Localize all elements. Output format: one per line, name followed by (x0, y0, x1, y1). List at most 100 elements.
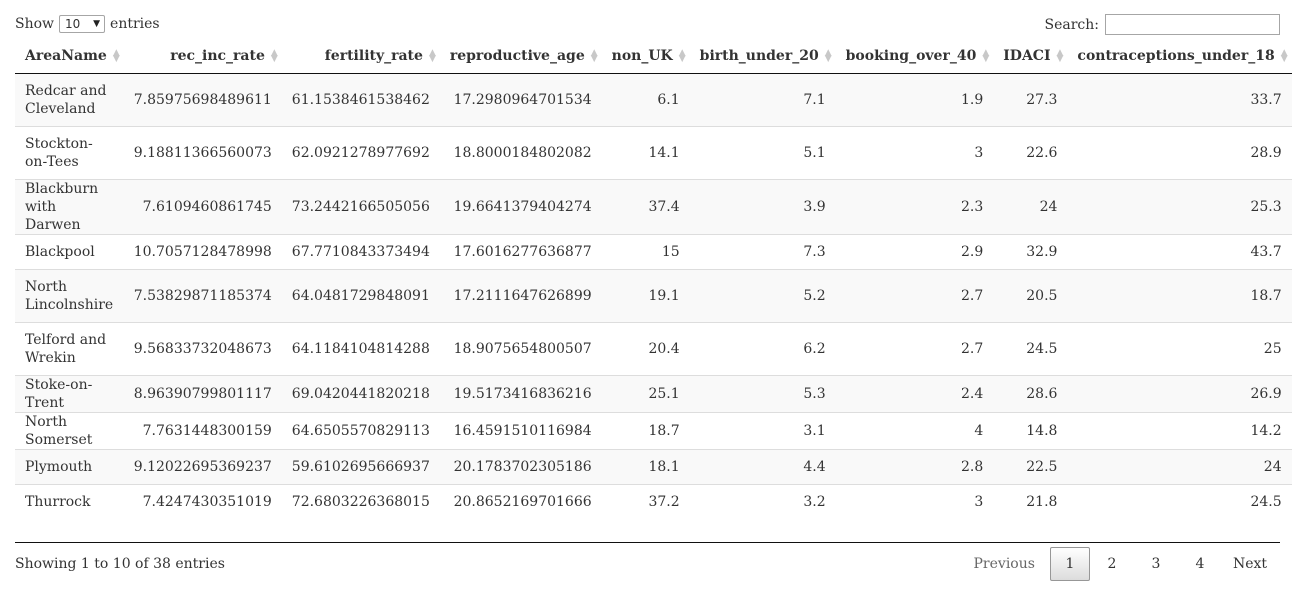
cell-booking-over-40: 2.4 (835, 374, 994, 412)
table-row: Plymouth 9.12022695369237 59.6102695666937… (15, 448, 1292, 484)
column-header-fertility-rate[interactable]: fertility_rate ▲ ▼ (281, 40, 440, 74)
cell-contraceptions-under-18: 28.9 (1067, 125, 1292, 179)
cell-area-name: Blackpool (15, 233, 124, 269)
table-row: Blackpool 10.7057128478998 67.771084337349… (15, 233, 1292, 269)
sort-both-icon: ▲ ▼ (1056, 48, 1064, 65)
sort-both-icon: ▲ ▼ (270, 48, 278, 65)
entries-per-page-value: 10 (65, 17, 81, 31)
cell-contraceptions-under-18: 14.2 (1067, 411, 1292, 449)
table-row: Stoke-on-Trent 8.96390799801117 69.0420441… (15, 374, 1292, 412)
cell-birth-under-20: 5.3 (689, 374, 836, 412)
column-header-label: non_UK (611, 48, 673, 65)
search-control: Search: (1045, 14, 1280, 35)
cell-idaci: 24 (993, 178, 1068, 234)
search-input[interactable] (1105, 14, 1280, 35)
column-header-label: contraceptions_under_18 (1077, 48, 1275, 65)
sort-both-icon: ▲ ▼ (982, 48, 990, 65)
cell-birth-under-20: 7.1 (803, 91, 826, 108)
cell-contraceptions-under-18: 25.3 (1067, 178, 1292, 234)
table-row: Redcar and Cleveland 7.85975698489611 61.1… (15, 73, 1292, 126)
column-header-reproductive-age[interactable]: reproductive_age ▲ ▼ (439, 40, 602, 74)
cell-fertility-rate: 59.6102695666937 (281, 448, 440, 484)
column-header-areaname[interactable]: AreaName ▲ ▼ (15, 40, 124, 74)
cell-birth-under-20: 5.2 (689, 268, 836, 322)
cell-booking-over-40: 3 (835, 125, 994, 179)
cell-reproductive-age: 20.8652169701666 (439, 483, 602, 519)
column-header-label: AreaName (25, 48, 107, 65)
cell-idaci: 28.6 (993, 374, 1068, 412)
table-header-row: AreaName ▲ ▼ rec_inc_rate ▲ ▼ fertility_rate ▲ ▼… (15, 40, 1292, 74)
column-header-non-uk[interactable]: non_UK ▲ ▼ (601, 40, 690, 74)
cell-rec-inc-rate: 10.7057128478998 (123, 233, 282, 269)
cell-non-uk: 37.4 (601, 178, 690, 234)
cell-fertility-rate: 69.0420441820218 (281, 374, 440, 412)
cell-area-name: Redcar and Cleveland (25, 82, 107, 117)
cell-birth-under-20: 3.1 (689, 411, 836, 449)
cell-idaci: 32.9 (993, 233, 1068, 269)
column-header-label: rec_inc_rate (170, 48, 265, 65)
column-header-idaci[interactable]: IDACI ▲ ▼ (993, 40, 1068, 74)
page-button-3[interactable]: 3 (1151, 556, 1161, 572)
cell-birth-under-20: 7.3 (689, 233, 836, 269)
cell-rec-inc-rate: 7.4247430351019 (123, 483, 282, 519)
column-header-booking-over-40[interactable]: booking_over_40 ▲ ▼ (835, 40, 994, 74)
cell-idaci: 21.8 (993, 483, 1068, 519)
cell-rec-inc-rate: 9.56833732048673 (123, 321, 282, 375)
table-info: Showing 1 to 10 of 38 entries (15, 556, 225, 572)
cell-contraceptions-under-18: 25 (1067, 321, 1292, 375)
cell-idaci: 20.5 (993, 268, 1068, 322)
cell-birth-under-20: 3.9 (689, 178, 836, 234)
page-button-1[interactable]: 1 (1049, 547, 1090, 581)
page-button-4[interactable]: 4 (1195, 556, 1205, 572)
column-header-label: reproductive_age (449, 48, 585, 65)
column-header-contraceptions-under-18[interactable]: contraceptions_under_18 ▲ ▼ (1067, 40, 1292, 74)
cell-reproductive-age: 17.2111647626899 (439, 268, 602, 322)
cell-booking-over-40: 2.3 (835, 178, 994, 234)
column-header-birth-under-20[interactable]: birth_under_20 ▲ ▼ (689, 40, 836, 74)
cell-fertility-rate: 64.1184104814288 (281, 321, 440, 375)
cell-area-name: North Lincolnshire (15, 268, 124, 322)
table-row: North Lincolnshire 7.53829871185374 64.048… (15, 268, 1292, 322)
cell-rec-inc-rate: 8.96390799801117 (123, 374, 282, 412)
previous-button[interactable]: Previous (973, 556, 1035, 572)
column-header-rec-inc-rate[interactable]: rec_inc_rate ▲ ▼ (123, 40, 282, 74)
entries-per-page-select[interactable]: 10 ▼ (59, 15, 106, 33)
cell-reproductive-age: 20.1783702305186 (439, 448, 602, 484)
caret-down-icon: ▼ (93, 19, 101, 29)
next-button[interactable]: Next (1232, 556, 1267, 572)
data-table: AreaName ▲ ▼ rec_inc_rate ▲ ▼ fertility_rate ▲ ▼… (15, 40, 1292, 519)
column-header-label: fertility_rate (324, 48, 423, 65)
cell-rec-inc-rate: 9.18811366560073 (123, 125, 282, 179)
cell-idaci: 24.5 (993, 321, 1068, 375)
page-button-2[interactable]: 2 (1107, 556, 1117, 572)
cell-area-name: Telford and Wrekin (15, 321, 124, 375)
length-control: Show 10 ▼ entries (15, 15, 160, 33)
cell-reproductive-age: 18.9075654800507 (439, 321, 602, 375)
show-label: Show (15, 16, 55, 32)
cell-area-name: Thurrock (15, 483, 124, 519)
cell-rec-inc-rate: 7.6109460861745 (123, 178, 282, 234)
cell-reproductive-age: 17.2980964701534 (453, 91, 592, 108)
pagination: Previous 1 2 3 4 Next (973, 547, 1280, 581)
sort-both-icon: ▲ ▼ (428, 48, 436, 65)
sort-both-icon: ▲ ▼ (824, 48, 832, 65)
cell-area-name: Plymouth (15, 448, 124, 484)
cell-birth-under-20: 3.2 (689, 483, 836, 519)
column-header-label: birth_under_20 (699, 48, 819, 65)
cell-non-uk: 20.4 (601, 321, 690, 375)
sort-both-icon: ▲ ▼ (1280, 48, 1288, 65)
cell-contraceptions-under-18: 26.9 (1067, 374, 1292, 412)
sort-both-icon: ▲ ▼ (590, 48, 598, 65)
table-row: North Somerset 7.7631448300159 64.65055708… (15, 411, 1292, 449)
cell-reproductive-age: 18.8000184802082 (439, 125, 602, 179)
cell-non-uk: 19.1 (601, 268, 690, 322)
cell-fertility-rate: 64.6505570829113 (281, 411, 440, 449)
cell-reproductive-age: 19.5173416836216 (439, 374, 602, 412)
cell-non-uk: 15 (601, 233, 690, 269)
table-row: Thurrock 7.4247430351019 72.6803226368015 2… (15, 483, 1292, 519)
cell-idaci: 22.5 (993, 448, 1068, 484)
cell-fertility-rate: 61.1538461538462 (291, 91, 430, 108)
cell-booking-over-40: 2.7 (835, 268, 994, 322)
cell-fertility-rate: 64.0481729848091 (281, 268, 440, 322)
cell-non-uk: 6.1 (657, 91, 680, 108)
